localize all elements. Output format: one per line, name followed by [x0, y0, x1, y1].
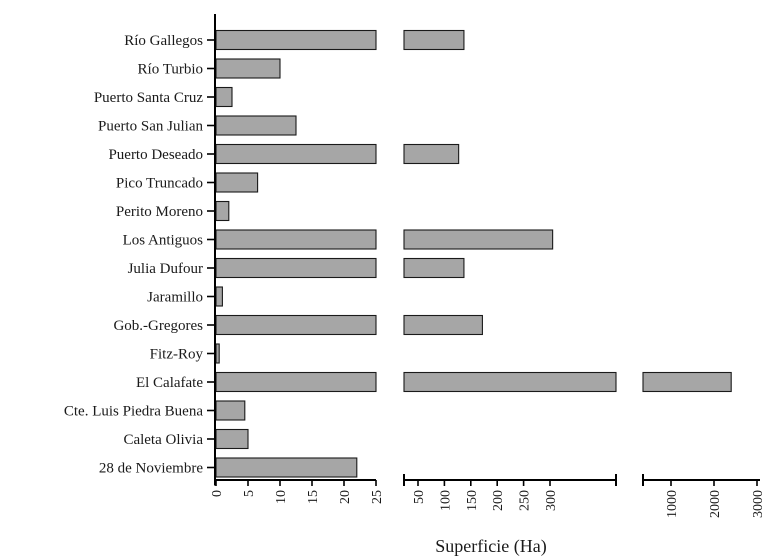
x-tick-label: 0	[210, 490, 225, 497]
bar-segment-3	[642, 371, 732, 393]
x-tick-label: 150	[465, 490, 480, 511]
bar	[215, 58, 281, 79]
x-axis-title: Superficie (Ha)	[435, 536, 546, 557]
x-tick-label: 1000	[665, 490, 680, 518]
category-labels: Río Gallegos Río Turbio Puerto Santa Cruz P…	[64, 33, 204, 477]
x-tick-label: 300	[544, 490, 559, 511]
x-tick-label: 250	[518, 490, 533, 511]
bar-segment-2	[403, 29, 465, 51]
bar-segment-1	[215, 314, 377, 336]
category-label: Puerto Santa Cruz	[94, 90, 203, 106]
bar	[215, 428, 249, 450]
x-tick-label: 200	[491, 490, 506, 511]
x-tick-label: 5	[242, 490, 257, 497]
category-label: Jaramillo	[147, 290, 203, 306]
category-label: Fitz-Roy	[150, 347, 204, 363]
bar	[215, 86, 233, 108]
bar-segment-1	[215, 257, 377, 279]
category-label: Puerto San Julian	[98, 119, 203, 135]
x-tick-label: 20	[338, 490, 353, 504]
bar	[215, 457, 358, 478]
x-tick-label: 3000	[751, 490, 766, 518]
category-label: Gob.-Gregores	[113, 318, 203, 334]
category-label: Julia Dufour	[128, 261, 203, 277]
x-tick-label: 10	[274, 490, 289, 504]
x-tick-label: 15	[306, 490, 321, 504]
axes: 0 5 10 15 20 25 50 100 150 200 250 300 1000 2000 3000	[207, 14, 766, 518]
bar	[215, 343, 220, 364]
bar	[215, 400, 246, 421]
bar-segment-1	[215, 371, 377, 393]
category-label: Cte. Luis Piedra Buena	[64, 404, 203, 420]
category-label: Río Turbio	[138, 62, 203, 78]
x-tick-label: 25	[370, 490, 385, 504]
category-label: Los Antiguos	[123, 233, 204, 249]
bar	[215, 286, 223, 307]
bars	[215, 29, 732, 478]
category-label: El Calafate	[136, 375, 203, 391]
bar	[215, 172, 259, 193]
category-label: Perito Moreno	[116, 204, 203, 220]
bar-segment-2	[403, 371, 617, 393]
category-label: Puerto Deseado	[108, 147, 203, 163]
bar-segment-1	[215, 229, 377, 250]
bar-segment-1	[215, 143, 377, 165]
category-label: Caleta Olivia	[123, 432, 203, 448]
bar-segment-2	[403, 229, 554, 250]
bar	[215, 200, 230, 222]
category-label: 28 de Noviembre	[99, 461, 203, 477]
bar-segment-2	[403, 143, 460, 165]
bar-segment-1	[215, 29, 377, 51]
bar-segment-2	[403, 257, 465, 279]
x-tick-label: 50	[412, 490, 427, 504]
category-label: Pico Truncado	[116, 176, 203, 192]
x-tick-label: 2000	[708, 490, 723, 518]
bar-segment-2	[403, 314, 483, 336]
category-label: Río Gallegos	[124, 33, 203, 49]
x-tick-label: 100	[438, 490, 453, 511]
bar	[215, 115, 297, 136]
